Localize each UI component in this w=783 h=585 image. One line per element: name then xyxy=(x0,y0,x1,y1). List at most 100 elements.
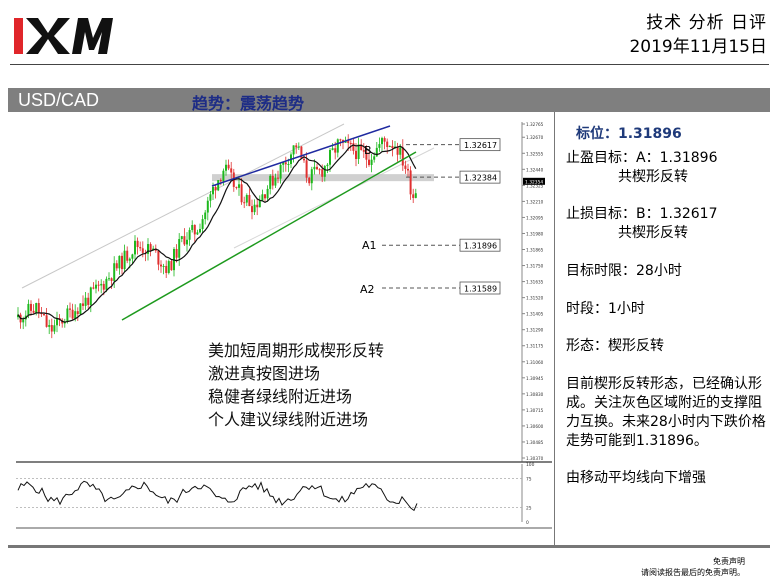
candle-up xyxy=(22,319,25,323)
candle-up xyxy=(209,194,212,201)
candle-up xyxy=(66,308,69,323)
candle-down xyxy=(352,143,355,151)
candle-up xyxy=(162,265,165,267)
period: 时段：1小时 xyxy=(566,301,645,317)
candle-up xyxy=(79,303,82,315)
time-limit: 目标时限：28小时 xyxy=(566,263,682,279)
candle-down xyxy=(149,244,152,251)
candle-up xyxy=(388,145,391,148)
y-tick-label: 1.32670 xyxy=(526,135,544,140)
y-tick-label: 1.32440 xyxy=(526,167,544,172)
y-tick-label: 1.32765 xyxy=(526,122,544,127)
candle-up xyxy=(238,184,240,188)
candle-down xyxy=(43,313,45,316)
level-label: 1.32384 xyxy=(464,174,497,183)
candle-down xyxy=(45,315,48,327)
candle-up xyxy=(261,194,264,201)
candle-down xyxy=(401,147,404,166)
level-label: 标位：1.31896 xyxy=(576,126,682,142)
candle-down xyxy=(157,250,160,265)
candle-down xyxy=(318,169,321,171)
candle-down xyxy=(409,170,412,195)
y-tick-label: 1.30830 xyxy=(526,392,544,397)
candle-down xyxy=(71,309,74,319)
candle-down xyxy=(175,249,178,258)
level-label: 1.31896 xyxy=(464,242,497,251)
candle-up xyxy=(74,311,77,319)
y-tick-label: 1.32095 xyxy=(526,215,544,220)
candle-up xyxy=(266,188,269,199)
price-chart: 1.32765 1.32670 1.32555 1.32440 1.32325 1.322… xyxy=(16,122,552,529)
candle-up xyxy=(399,147,402,155)
disclaimer-title: 免责声明 xyxy=(713,557,745,566)
moving-average-line xyxy=(17,144,417,323)
y-tick-label: 1.31175 xyxy=(526,344,544,349)
footer-divider xyxy=(8,545,770,548)
candle-down xyxy=(40,313,43,315)
candle-down xyxy=(115,263,118,269)
candle-down xyxy=(321,169,324,177)
y-tick-label: 1.30485 xyxy=(526,440,544,445)
candle-up xyxy=(310,169,313,184)
candle-down xyxy=(251,206,253,213)
candle-down xyxy=(303,158,305,161)
channel-upper-line xyxy=(21,123,345,289)
report-type: 技术 分析 日评 xyxy=(646,13,767,33)
candle-up xyxy=(63,322,66,324)
panel-divider xyxy=(554,112,555,546)
candle-up xyxy=(253,204,256,213)
candle-down xyxy=(305,160,308,178)
current-price-marker xyxy=(523,177,545,185)
candle-up xyxy=(53,325,56,332)
y-tick-label: 1.31060 xyxy=(526,360,544,365)
candle-down xyxy=(300,146,303,159)
wedge-lower-trendline xyxy=(121,151,417,321)
indicator-tick-label: 100 xyxy=(526,462,535,468)
candle-down xyxy=(170,261,173,271)
y-tick-label: 1.30945 xyxy=(526,376,544,381)
level-tag-b: B xyxy=(364,144,372,157)
candle-up xyxy=(274,177,277,186)
candle-down xyxy=(334,148,337,153)
level-label-box xyxy=(459,170,501,184)
candle-up xyxy=(212,186,214,195)
candle-down xyxy=(219,180,222,182)
candle-down xyxy=(50,325,53,332)
candle-up xyxy=(282,162,285,165)
y-tick-label: 1.31405 xyxy=(526,312,544,317)
stop-loss-title: 止损目标：B：1.32617 xyxy=(566,206,718,222)
chart-annotation: 个人建议绿线附近进场 xyxy=(208,410,368,429)
candle-up xyxy=(27,303,30,316)
candle-down xyxy=(92,287,95,289)
candle-down xyxy=(243,202,246,204)
chart-annotation: 激进真按图进场 xyxy=(208,364,320,383)
symbol-label: USD/CAD xyxy=(18,90,100,110)
trend-label: 趋势：震荡趋势 xyxy=(192,94,305,113)
candle-up xyxy=(297,146,300,148)
candle-up xyxy=(105,278,108,290)
oscillator-line xyxy=(17,480,418,512)
candle-up xyxy=(336,139,339,153)
candle-up xyxy=(199,228,201,233)
header-divider xyxy=(10,64,769,65)
resistance-support-zone xyxy=(212,174,434,182)
disclaimer-text: 请阅读报告最后的免责声明。 xyxy=(641,568,745,577)
take-profit-title: 止盈目标：A：1.31896 xyxy=(566,150,718,166)
level-tag-a2: A2 xyxy=(360,283,375,296)
candle-down xyxy=(102,283,105,290)
candle-down xyxy=(214,186,217,191)
level-label: 1.32617 xyxy=(464,141,497,150)
candle-down xyxy=(69,308,71,310)
candle-up xyxy=(225,164,227,171)
candle-up xyxy=(287,163,290,165)
candle-up xyxy=(279,164,282,179)
title-bar: USD/CAD 趋势：震荡趋势 xyxy=(8,88,770,113)
level-label-box xyxy=(459,238,501,252)
candle-up xyxy=(191,224,194,231)
candle-down xyxy=(141,248,144,253)
y-tick-label: 1.31290 xyxy=(526,328,544,333)
level-label: 1.31589 xyxy=(464,285,497,294)
candle-down xyxy=(271,175,274,186)
candle-down xyxy=(160,264,162,267)
candle-down xyxy=(235,186,238,188)
